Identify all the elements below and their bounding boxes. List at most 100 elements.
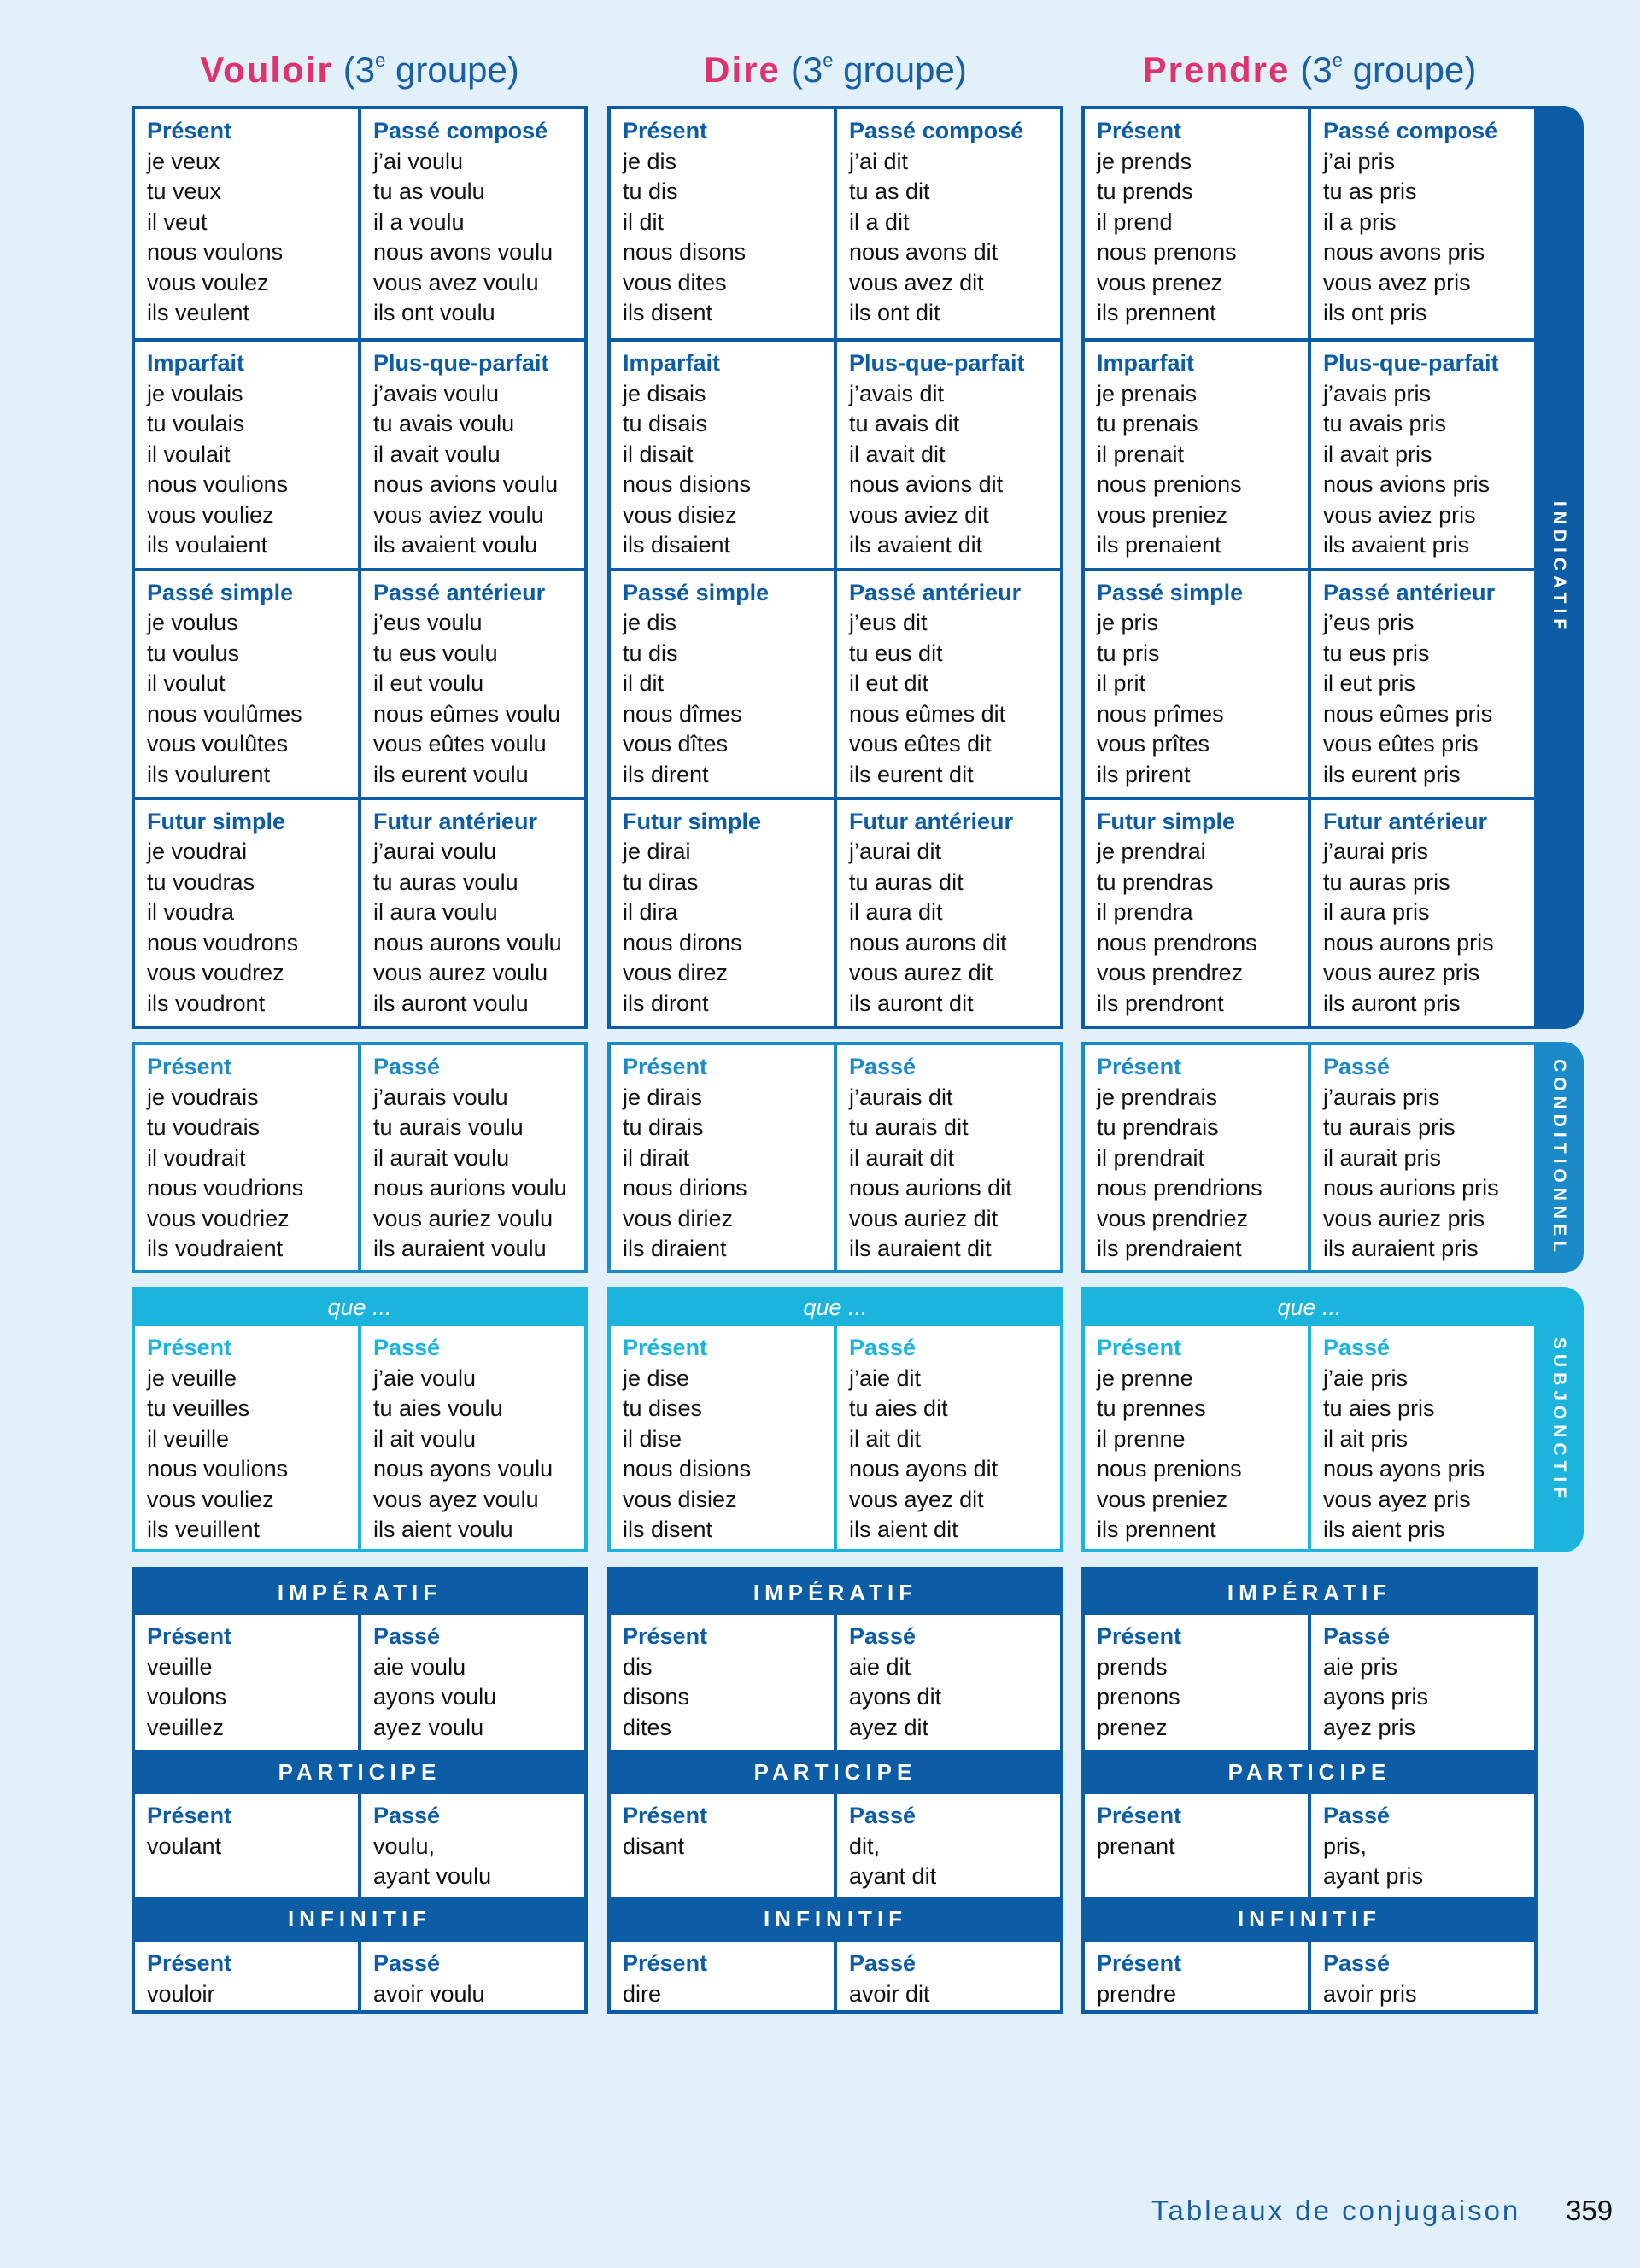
conjugated-form: j’aurai voulu [373, 839, 497, 865]
conjugated-form: tu diras [623, 868, 699, 895]
conjugated-form: il eut dit [849, 670, 929, 696]
tense-title: Passé [849, 1950, 917, 1976]
conjugated-form: il dit [623, 208, 665, 235]
tense-cell: Passé j’aie pris tu aies pris il ait pris no… [1308, 1326, 1534, 1549]
conjugated-form: vous preniez [1097, 501, 1228, 528]
conjugated-form: vous disiez [623, 501, 737, 528]
conjugated-form: ils eurent dit [849, 761, 974, 787]
conjugated-form: j’ai pris [1323, 148, 1396, 174]
conjugated-form: il dirait [623, 1144, 690, 1171]
tense-title: Passé [1323, 1335, 1391, 1360]
conjugated-form: vous avez voulu [373, 269, 539, 295]
conjugated-form: dites [623, 1714, 672, 1740]
conjugated-form: vous avez dit [849, 269, 984, 295]
conjugated-form: tu prennes [1097, 1395, 1206, 1421]
conjugated-form: il prendra [1097, 899, 1193, 926]
conjugated-form: je voulus [147, 610, 238, 635]
conjugated-form: tu aies pris [1323, 1395, 1435, 1421]
conjugated-form: nous aurons dit [849, 929, 1007, 956]
conjugated-form: ayez pris [1323, 1714, 1416, 1740]
conjugated-form: tu voudrais [147, 1114, 261, 1140]
conjugated-form: nous prendrions [1097, 1175, 1262, 1201]
conjugated-form: nous eûmes pris [1323, 700, 1493, 727]
conjugated-form: nous avions voulu [373, 471, 559, 498]
conjugated-form: tu auras voulu [373, 868, 518, 895]
tense-title: Passé [849, 1335, 917, 1360]
conjugated-form: j’avais pris [1323, 380, 1432, 406]
conjugated-form: j’aurais voulu [373, 1084, 508, 1110]
conjugated-form: je dirai [623, 839, 691, 865]
conjugated-form: j’ai voulu [373, 148, 464, 174]
conjugated-form: aie dit [849, 1653, 911, 1680]
conjugated-form: nous dirons [623, 929, 742, 956]
conjugated-form: j’eus voulu [373, 610, 483, 635]
tense-row: Passé simple je pris tu pris il prit nous pr… [1085, 567, 1534, 797]
conjugated-form: il prenait [1097, 441, 1185, 467]
tense-title: Passé simple [147, 579, 294, 605]
conjugated-form: vous aurez dit [849, 960, 993, 986]
conjugated-form: ils auront voulu [373, 990, 529, 1016]
conjugated-form: vous aviez dit [849, 501, 989, 528]
participe-header: PARTICIPE [1085, 1750, 1534, 1794]
tense-title: Présent [1097, 1335, 1182, 1360]
tab-label: SUBJONCTIF [1549, 1336, 1569, 1503]
conjugated-form: tu voulais [147, 411, 245, 437]
conjugated-form: pris, [1323, 1833, 1368, 1859]
conjugated-form: prenons [1097, 1684, 1180, 1710]
tense-row: Présent je dise tu dises il dise nous dision… [611, 1326, 1060, 1549]
tense-title: Présent [623, 1623, 708, 1649]
footer-section-title: Tableaux de conjugaison [1151, 2195, 1521, 2226]
conjugated-form: ils ont pris [1323, 300, 1427, 325]
conjugated-form: tu disais [623, 411, 708, 437]
conjugated-form: nous prendrons [1097, 929, 1257, 956]
conjugated-form: ils prirent [1097, 761, 1191, 787]
conjugated-form: vous auriez dit [849, 1205, 999, 1231]
verb-name: Vouloir [200, 50, 333, 90]
tense-title: Passé [373, 1803, 441, 1828]
conjugated-form: tu aies dit [849, 1395, 948, 1421]
conjugated-form: tu pris [1097, 640, 1160, 666]
conjugated-form: il voulut [147, 670, 226, 696]
conjugated-form: ils auraient voulu [373, 1236, 547, 1261]
imperatif-row: Présent dis disons dites Passé aie dit ayons d… [611, 1615, 1060, 1750]
tense-cell: Passé antérieur j’eus dit tu eus dit il eut… [834, 570, 1060, 797]
tense-title: Futur antérieur [849, 808, 1014, 834]
verb-group: groupe) [385, 50, 519, 90]
conjugated-form: nous eûmes dit [849, 700, 1006, 727]
conjugated-form: nous aurons pris [1323, 929, 1494, 956]
conjugated-form: ils eurent pris [1323, 761, 1461, 787]
tense-cell: Passé avoir pris [1308, 1942, 1534, 2014]
conjugated-form: je dis [623, 610, 677, 635]
conjugated-form: il voulait [147, 441, 231, 467]
infinitif-row: Présent prendre Passé avoir pris [1085, 1942, 1534, 2014]
conjugated-form: vous disiez [623, 1486, 737, 1512]
tense-row: Futur simple je voudrai tu voudras il voudr… [135, 796, 584, 1026]
conjugated-form: ayant voulu [373, 1863, 492, 1889]
conjugated-form: vous auriez pris [1323, 1205, 1485, 1231]
conjugated-form: il veut [147, 208, 208, 235]
conjugated-form: vous voudriez [147, 1205, 290, 1231]
tense-title: Passé [1323, 1623, 1391, 1649]
conjugated-form: aie voulu [373, 1653, 466, 1680]
infinitif-header: INFINITIF [1085, 1897, 1534, 1942]
conjugated-form: ils disaient [623, 532, 731, 558]
conjugated-form: tu prenais [1097, 411, 1198, 437]
tense-title: Présent [147, 1335, 232, 1360]
indicatif-table: Présent je dis tu dis il dit nous disons vous… [607, 106, 1063, 1029]
conjugated-form: je dis [623, 148, 677, 174]
tense-cell: Passé j’aurais voulu tu aurais voulu il aur… [358, 1045, 584, 1270]
tense-title: Présent [623, 1803, 708, 1828]
conjugated-form: ayant pris [1323, 1863, 1424, 1889]
conjugated-form: nous ayons pris [1323, 1456, 1485, 1482]
conjugated-form: tu avais dit [849, 411, 960, 437]
conjugated-form: il eut pris [1323, 670, 1416, 696]
tense-title: Passé antérieur [849, 579, 1022, 605]
tense-title: Passé [373, 1950, 441, 1976]
tense-cell: Présent vouloir [135, 1942, 358, 2014]
conjugated-form: tu auras pris [1323, 868, 1450, 895]
tense-cell: Passé aie dit ayons dit ayez dit [834, 1615, 1060, 1750]
tense-title: Passé [849, 1803, 917, 1828]
subjonctif-table: que ... Présent je prenne tu prennes il pren… [1081, 1287, 1538, 1552]
tense-row: Présent je veux tu veux il veut nous voulons… [135, 109, 584, 339]
conjugated-form: ayez voulu [373, 1714, 484, 1740]
